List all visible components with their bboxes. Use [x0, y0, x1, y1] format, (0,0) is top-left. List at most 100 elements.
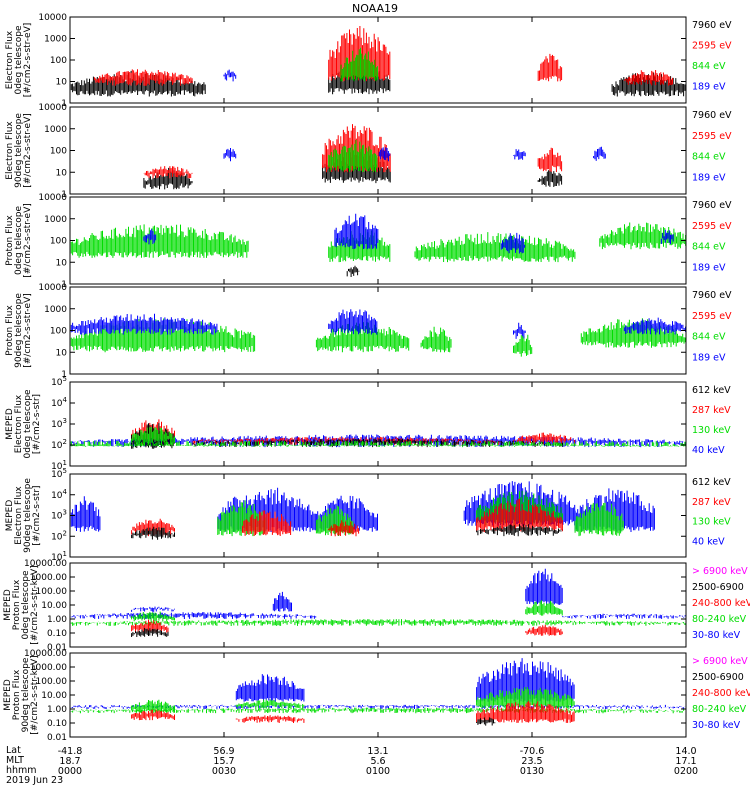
data-mark [217, 500, 267, 537]
series-black [131, 524, 563, 540]
legend-entry: 2595 eV [692, 311, 732, 322]
y-tick-label: 10000.00 [24, 559, 67, 569]
data-mark [69, 619, 686, 626]
y-axis-label: Electron Flux [14, 486, 24, 545]
x-tick-label: 13.1 [367, 746, 388, 757]
y-tick-label: 10 [56, 168, 68, 178]
data-mark [69, 707, 686, 714]
legend-entry: 189 eV [692, 262, 726, 273]
legend-entry: 130 keV [692, 517, 731, 528]
series-blue [69, 658, 686, 709]
panel-4: 10000 1000 100 10 1 Proton Flux 90deg telescop… [5, 283, 732, 380]
x-tick-label: 56.9 [213, 746, 234, 757]
x-tick-label: -41.8 [58, 746, 83, 757]
data-mark [537, 170, 563, 187]
x-tick-label: 18.7 [59, 756, 80, 767]
data-mark [143, 228, 157, 245]
data-mark [235, 699, 305, 709]
data-mark [235, 674, 305, 702]
hhmm-label: hhmm [6, 765, 37, 776]
legend-entry: 40 keV [692, 445, 725, 456]
y-tick-label: 1 [61, 280, 67, 290]
y-tick-label: 1.00 [47, 705, 67, 715]
legend-entry: 240-800 keV [692, 598, 750, 609]
y-tick-label: 1.00 [47, 615, 67, 625]
series-green [328, 140, 378, 173]
panel-3: 10000 1000 100 10 1 Proton Flux 0deg telescope… [5, 193, 732, 290]
data-mark [340, 47, 378, 82]
series-red [143, 124, 563, 179]
y-tick-label: 100 [50, 147, 67, 157]
series-black [476, 717, 496, 726]
legend-entry: 40 keV [692, 536, 725, 547]
panel-frame [69, 381, 687, 467]
x-tick-label: 0030 [212, 766, 236, 777]
legend-entry: 287 keV [692, 405, 731, 416]
legend-entry: 2595 eV [692, 131, 732, 142]
series-green [340, 47, 378, 82]
data-mark [69, 612, 317, 619]
data-mark [69, 496, 101, 532]
data-mark [334, 213, 379, 250]
data-mark [131, 699, 175, 713]
y-axis-label: MEPED [5, 500, 15, 532]
y-axis-label: [#/cm2-s-str-eV] [23, 113, 33, 188]
y-axis-label: MEPED [5, 408, 15, 440]
series-green [69, 687, 686, 714]
data-mark [131, 427, 175, 445]
data-mark [476, 717, 496, 726]
panel-8: 10000.00 1000.00 100.00 10.00 1.00 0.10 0.01 ME… [3, 649, 750, 743]
y-tick-label: 10000 [38, 283, 67, 293]
panel-2: 10000 1000 100 10 1 Electron Flux 90deg telesc… [5, 103, 732, 200]
data-mark [328, 26, 391, 82]
y-axis-label: MEPED [3, 589, 13, 621]
data-mark [242, 510, 292, 536]
y-axis-label: 90deg telescope [21, 657, 31, 732]
y-tick-label: 1 [61, 99, 67, 109]
legend-entry: 7960 eV [692, 20, 732, 31]
x-tick-label: 0130 [520, 766, 544, 777]
legend-entry: 189 eV [692, 82, 726, 93]
data-mark [235, 715, 305, 723]
data-mark [131, 526, 175, 540]
legend-entry: 287 keV [692, 497, 731, 508]
data-mark [525, 600, 563, 616]
series-black [131, 628, 169, 637]
data-mark [131, 619, 169, 633]
data-mark [328, 140, 378, 173]
series-red [131, 498, 563, 537]
y-tick-label: 1000 [44, 305, 67, 315]
y-axis-label: [#/cm2-s-str-eV] [23, 203, 33, 278]
legend-entry: 30-80 keV [692, 720, 741, 731]
y-tick-label: 0.01 [47, 733, 67, 743]
y-axis-label: [#/cm2-s-str] [32, 394, 42, 454]
y-axis-label: 0deg telescope [14, 206, 24, 276]
data-mark [574, 502, 624, 537]
x-tick-label: 14.0 [675, 746, 696, 757]
panel-2-data [143, 124, 606, 190]
legend-entry: 844 eV [692, 152, 726, 163]
y-tick-label: 104 [51, 488, 67, 501]
data-mark [476, 700, 575, 723]
data-mark [476, 658, 575, 702]
y-tick-label: 10000 [38, 13, 67, 23]
data-mark [377, 147, 391, 162]
x-tick-label: 17.1 [675, 756, 696, 767]
panel-7-data [69, 568, 686, 637]
y-tick-label: 103 [51, 509, 67, 522]
legend-entry: 2595 eV [692, 221, 732, 232]
data-mark [660, 229, 674, 245]
y-axis-label: [#/cm2-s-str-eV] [23, 293, 33, 368]
data-mark [328, 64, 391, 95]
y-tick-label: 10000 [38, 193, 67, 203]
y-tick-label: 10000 [38, 103, 67, 113]
panel-4-data [69, 309, 686, 357]
data-mark [500, 232, 526, 254]
y-tick-label: 10.00 [41, 691, 67, 701]
legend-entry: 7960 eV [692, 110, 732, 121]
y-tick-label: 103 [51, 417, 67, 430]
legend-entry: 240-800 keV [692, 688, 750, 699]
